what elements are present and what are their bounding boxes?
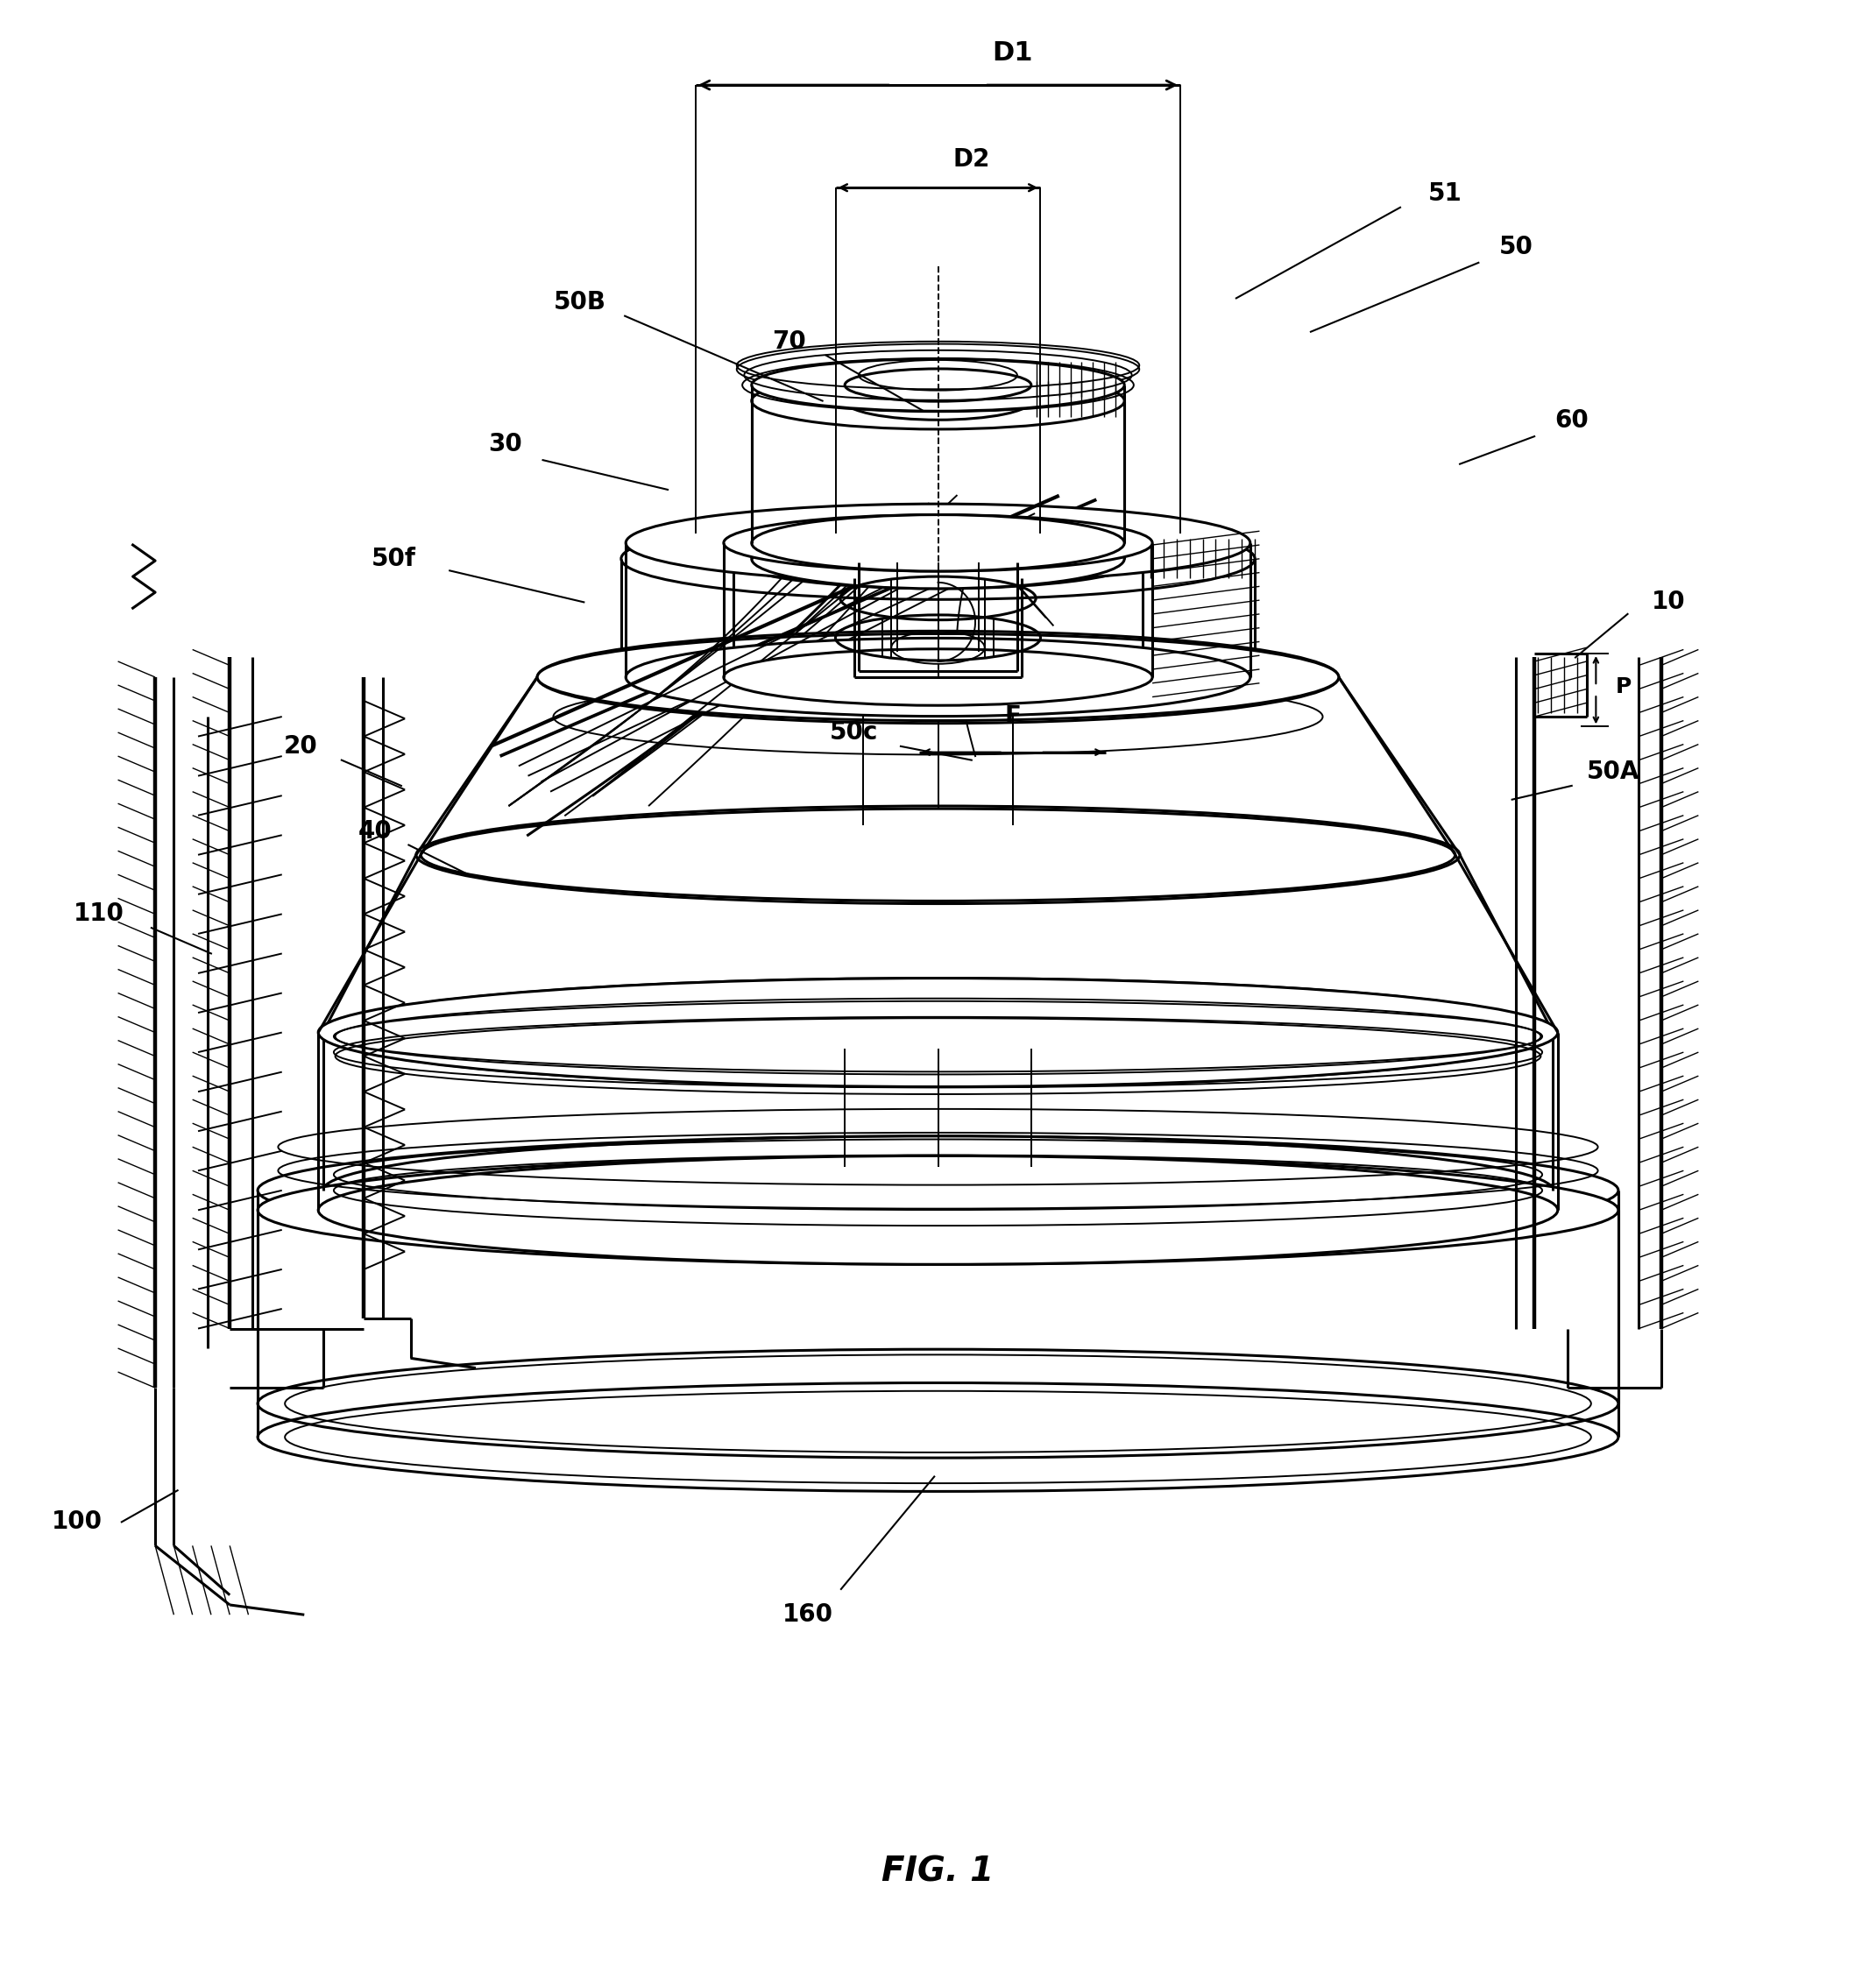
- Text: 100: 100: [51, 1509, 103, 1535]
- Ellipse shape: [416, 806, 1460, 904]
- Text: 50f: 50f: [371, 546, 416, 572]
- Ellipse shape: [319, 1156, 1557, 1265]
- Text: 70: 70: [771, 330, 807, 354]
- Text: 50: 50: [1499, 234, 1533, 258]
- Text: P: P: [1615, 677, 1632, 697]
- Ellipse shape: [319, 979, 1557, 1086]
- Ellipse shape: [323, 1136, 1553, 1245]
- Ellipse shape: [323, 979, 1553, 1086]
- Text: F: F: [1004, 703, 1021, 729]
- Ellipse shape: [752, 514, 1124, 572]
- Ellipse shape: [752, 359, 1124, 411]
- Text: 160: 160: [782, 1603, 833, 1627]
- Text: 50B: 50B: [553, 290, 606, 314]
- Ellipse shape: [621, 636, 1255, 717]
- Text: 30: 30: [488, 433, 523, 457]
- Ellipse shape: [734, 528, 1142, 588]
- Text: D2: D2: [953, 147, 991, 173]
- Ellipse shape: [420, 808, 1456, 902]
- Ellipse shape: [537, 634, 1339, 721]
- Ellipse shape: [627, 638, 1249, 717]
- Ellipse shape: [724, 649, 1152, 705]
- Text: D1: D1: [992, 40, 1034, 66]
- Ellipse shape: [724, 514, 1152, 572]
- Ellipse shape: [734, 647, 1142, 707]
- Text: FIG. 1: FIG. 1: [882, 1855, 994, 1889]
- Ellipse shape: [752, 528, 1124, 588]
- Text: 10: 10: [1651, 590, 1685, 614]
- Ellipse shape: [627, 504, 1249, 582]
- Ellipse shape: [621, 518, 1255, 600]
- Text: 50c: 50c: [829, 721, 878, 745]
- Text: 40: 40: [358, 818, 392, 844]
- Text: 110: 110: [73, 902, 124, 925]
- Text: 20: 20: [283, 735, 317, 759]
- Text: 51: 51: [1428, 181, 1461, 207]
- Ellipse shape: [257, 1136, 1619, 1245]
- Text: 60: 60: [1555, 409, 1589, 433]
- Ellipse shape: [752, 373, 1124, 429]
- Text: 50A: 50A: [1587, 761, 1640, 784]
- Ellipse shape: [257, 1156, 1619, 1265]
- Ellipse shape: [537, 632, 1339, 723]
